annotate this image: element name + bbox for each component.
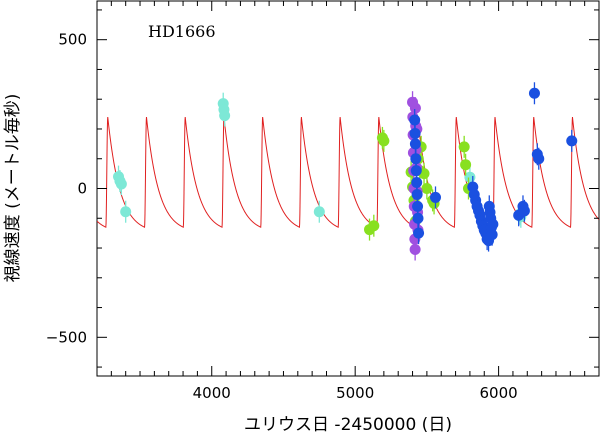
x-tick-label: 4000 xyxy=(193,384,231,402)
data-point xyxy=(409,244,421,256)
plot-area xyxy=(96,0,600,377)
data-point xyxy=(429,191,441,203)
data-point xyxy=(409,138,421,150)
data-point xyxy=(368,220,380,232)
data-point xyxy=(487,218,499,230)
data-point xyxy=(409,114,421,126)
y-tick-label: 500 xyxy=(58,31,87,49)
data-point xyxy=(566,135,578,147)
data-point xyxy=(409,102,421,114)
data-point xyxy=(486,229,498,241)
data-point xyxy=(460,159,472,171)
data-point xyxy=(411,177,423,189)
x-tick-label: 5000 xyxy=(336,384,374,402)
star-name-label: HD1666 xyxy=(148,22,216,41)
data-point xyxy=(412,200,424,212)
data-point xyxy=(410,153,422,165)
data-point xyxy=(421,183,433,194)
data-point xyxy=(378,135,390,147)
orbit-model-curve xyxy=(97,117,599,228)
data-point xyxy=(115,178,127,190)
data-point xyxy=(533,153,545,165)
data-point xyxy=(120,206,132,218)
data-point xyxy=(313,206,325,218)
y-axis-title: 視線速度 (メートル毎秒) xyxy=(3,94,23,283)
y-tick-label: −500 xyxy=(46,328,87,346)
data-point xyxy=(458,141,470,153)
orbit-model-layer xyxy=(97,117,599,228)
data-point xyxy=(413,227,425,239)
data-point xyxy=(219,110,231,122)
data-point xyxy=(518,205,530,217)
data-point xyxy=(528,87,540,99)
x-axis-title: ユリウス日 -2450000 (日) xyxy=(244,415,452,435)
data-point xyxy=(411,188,423,200)
y-tick-label: 0 xyxy=(77,180,87,198)
data-points-layer xyxy=(113,82,578,261)
series-3 xyxy=(409,82,578,252)
data-point xyxy=(412,212,424,224)
x-tick-label: 6000 xyxy=(480,384,518,402)
data-point xyxy=(410,165,422,177)
